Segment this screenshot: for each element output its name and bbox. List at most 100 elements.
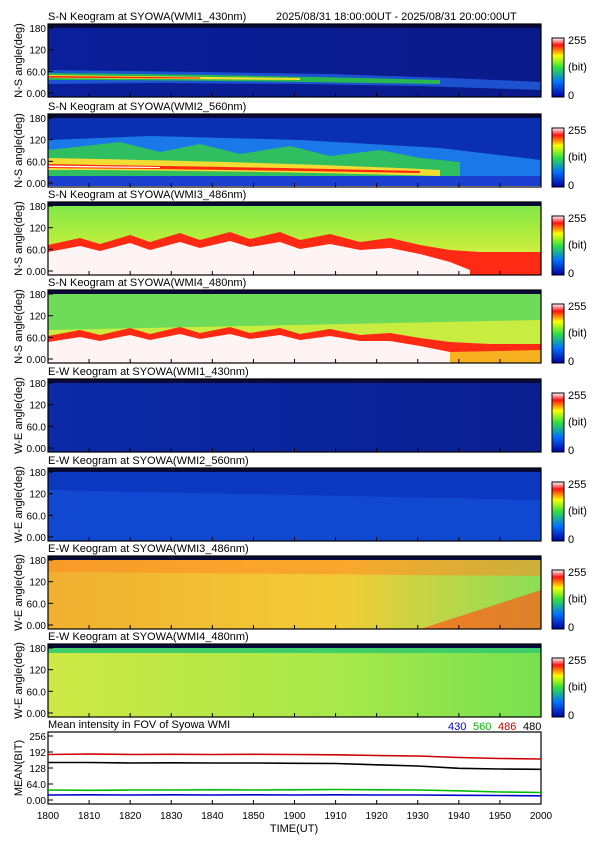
- y-tick-label: 0.00: [27, 267, 47, 278]
- colorbar-unit-label: (bit): [568, 594, 587, 606]
- panel-axes-1: 180 120 60.0 0.00N-S angle(deg) 255 (bit) 0: [13, 23, 587, 102]
- y-tick-label: 120: [29, 136, 46, 147]
- panel-axes-3: 180 120 60.0 0.00N-S angle(deg) 255 (bit) 0: [13, 201, 587, 280]
- panel-title: E-W Keogram at SYOWA(WMI2_560nm): [48, 455, 249, 467]
- colorbar-max-label: 255: [568, 567, 586, 579]
- series-line-480: [48, 761, 542, 771]
- y-tick-label: 120: [29, 224, 46, 235]
- y-tick-label: 60.0: [27, 422, 47, 433]
- colorbar-unit-label: (bit): [568, 417, 587, 429]
- colorbar-max-label: 255: [568, 35, 586, 47]
- y-tick-label: 0.00: [27, 796, 47, 807]
- panel-axes-6: 180 120 60.0 0.00W-E angle(deg) 255 (bit) 0: [13, 466, 587, 546]
- mean-intensity-chart: Mean intensity in FOV of Syowa WMI 430 56…: [13, 719, 553, 835]
- colorbar-max-label: 255: [568, 213, 586, 225]
- keogram-panel-5: E-W Keogram at SYOWA(WMI1_430nm): [48, 366, 541, 452]
- colorbar-scale: [551, 481, 565, 542]
- keogram-panel-3: S-N Keogram at SYOWA(WMI3_486nm): [48, 189, 541, 275]
- colorbar: 255 (bit) 0: [551, 35, 587, 102]
- x-tick-label: 1800: [37, 811, 60, 822]
- x-axis-title: TIME(UT): [270, 823, 318, 835]
- y-tick-label: 60.0: [27, 157, 47, 168]
- colorbar: 255 (bit) 0: [551, 213, 587, 280]
- panel-axes-2: 180 120 60.0 0.00N-S angle(deg) 255 (bit) 0: [13, 113, 587, 192]
- y-tick-label: 120: [29, 666, 46, 677]
- colorbar-scale: [551, 303, 565, 364]
- y-axis-title: N-S angle(deg): [13, 201, 25, 276]
- colorbar: 255 (bit) 0: [551, 301, 587, 368]
- x-tick-label: 1810: [78, 811, 101, 822]
- x-tick-label: 2000: [530, 811, 553, 822]
- keogram-image: [48, 468, 541, 541]
- colorbar: 255 (bit) 0: [551, 479, 587, 546]
- colorbar-max-label: 255: [568, 125, 586, 137]
- y-tick-label: 120: [29, 578, 46, 589]
- colorbar: 255 (bit) 0: [551, 567, 587, 634]
- y-tick-label: 180: [29, 290, 46, 301]
- panel-title: S-N Keogram at SYOWA(WMI1_430nm): [48, 11, 246, 23]
- panel-title: E-W Keogram at SYOWA(WMI4_480nm): [48, 631, 249, 643]
- y-tick-label: 180: [29, 556, 46, 567]
- colorbar: 255 (bit) 0: [551, 390, 587, 457]
- keogram-panel-2: S-N Keogram at SYOWA(WMI2_560nm): [48, 101, 541, 186]
- colorbar-min-label: 0: [568, 356, 574, 368]
- series-line-486: [47, 753, 542, 760]
- y-tick-label: 64.0: [27, 780, 47, 791]
- legend-entry-486: 486: [498, 721, 516, 733]
- y-tick-label: 180: [29, 114, 46, 125]
- colorbar-scale: [551, 657, 565, 718]
- colorbar: 255 (bit) 0: [551, 125, 587, 192]
- y-tick-label: 120: [29, 401, 46, 412]
- panel-axes-8: 180 120 60.0 0.00W-E angle(deg) 255 (bit) 0: [13, 642, 587, 722]
- keogram-image: [48, 379, 541, 452]
- colorbar-scale: [551, 127, 565, 188]
- x-tick-label: 1950: [489, 811, 512, 822]
- colorbar-unit-label: (bit): [568, 682, 587, 694]
- x-tick-label: 1930: [407, 811, 430, 822]
- y-tick-label: 192: [29, 748, 46, 759]
- y-tick-label: 0.00: [27, 709, 47, 720]
- x-tick-label: 1830: [160, 811, 183, 822]
- colorbar-max-label: 255: [568, 390, 586, 402]
- legend-entry-430: 430: [448, 721, 466, 733]
- x-tick-label: 1820: [119, 811, 142, 822]
- keogram-image: [48, 644, 541, 717]
- keogram-panel-4: S-N Keogram at SYOWA(WMI4_480nm): [48, 277, 541, 363]
- y-axis-title: W-E angle(deg): [13, 466, 25, 543]
- x-tick-label: 1910: [324, 811, 347, 822]
- x-tick-label: 1850: [242, 811, 265, 822]
- panel-title: S-N Keogram at SYOWA(WMI4_480nm): [48, 277, 246, 289]
- colorbar-max-label: 255: [568, 301, 586, 313]
- y-axis-title: MEAN(BIT): [13, 740, 25, 796]
- y-tick-label: 0.00: [27, 621, 47, 632]
- panel-axes-5: 180 120 60.0 0.00W-E angle(deg) 255 (bit) 0: [13, 377, 587, 457]
- colorbar-max-label: 255: [568, 655, 586, 667]
- colorbar-min-label: 0: [568, 268, 574, 280]
- y-axis-title: N-S angle(deg): [13, 289, 25, 364]
- colorbar: 255 (bit) 0: [551, 655, 587, 722]
- colorbar-min-label: 0: [568, 534, 574, 546]
- colorbar-scale: [551, 215, 565, 276]
- colorbar-min-label: 0: [568, 180, 574, 192]
- y-tick-label: 180: [29, 24, 46, 35]
- colorbar-scale: [551, 392, 565, 453]
- legend-entry-560: 560: [473, 721, 491, 733]
- y-axis-title: N-S angle(deg): [13, 23, 25, 98]
- y-tick-label: 60.0: [27, 333, 47, 344]
- y-tick-label: 0.00: [27, 179, 47, 190]
- keogram-image: [48, 202, 541, 275]
- y-axis-title: N-S angle(deg): [13, 113, 25, 188]
- keogram-image: [48, 24, 541, 97]
- colorbar-max-label: 255: [568, 479, 586, 491]
- chart-title: Mean intensity in FOV of Syowa WMI: [48, 719, 230, 731]
- panel-axes-4: 180 120 60.0 0.00N-S angle(deg) 255 (bit) 0: [13, 289, 587, 368]
- colorbar-scale: [551, 569, 565, 630]
- y-tick-label: 180: [29, 468, 46, 479]
- series-line-560: [47, 788, 542, 794]
- panel-title: E-W Keogram at SYOWA(WMI3_486nm): [48, 543, 249, 555]
- keogram-image: [48, 556, 541, 629]
- y-axis-title: W-E angle(deg): [13, 642, 25, 719]
- x-tick-label: 1840: [201, 811, 224, 822]
- y-tick-label: 120: [29, 312, 46, 323]
- y-tick-label: 0.00: [27, 533, 47, 544]
